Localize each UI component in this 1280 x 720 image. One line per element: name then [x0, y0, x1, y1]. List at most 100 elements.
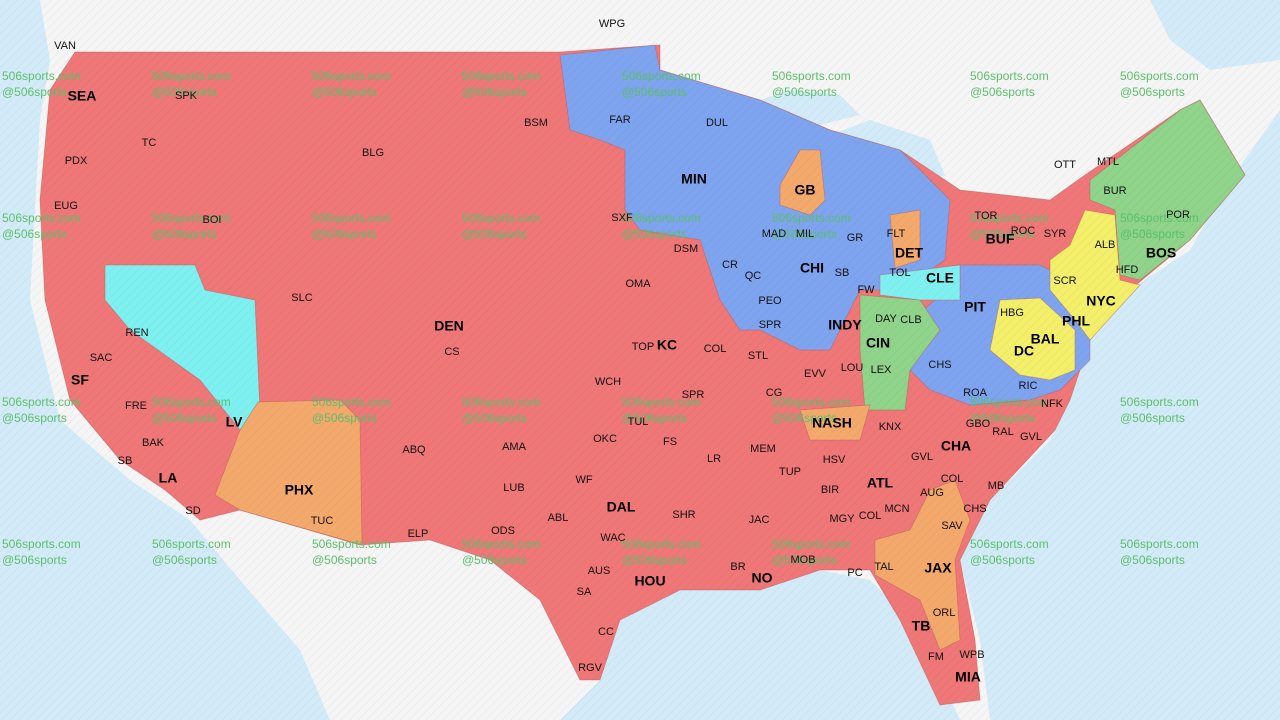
watermark-handle: @506sports	[622, 227, 687, 241]
market-label: DEN	[434, 318, 464, 334]
city-label: MEM	[750, 443, 776, 455]
watermark-handle: @506sports	[2, 411, 67, 425]
city-label: EUG	[54, 200, 78, 212]
watermark-handle: @506sports	[1120, 227, 1185, 241]
watermark-handle: @506sports	[772, 553, 837, 567]
watermark-site: 506sports.com	[1120, 395, 1199, 409]
city-label: FAR	[609, 114, 630, 126]
watermark-site: 506sports.com	[622, 69, 701, 83]
market-label: BUF	[986, 231, 1015, 247]
watermark-handle: @506sports	[312, 411, 377, 425]
city-label: CHS	[928, 359, 951, 371]
city-label: AUG	[920, 487, 944, 499]
watermark-site: 506sports.com	[970, 69, 1049, 83]
city-label: JAC	[749, 514, 770, 526]
market-label: MIA	[955, 669, 981, 685]
city-label: FRE	[125, 400, 147, 412]
city-label: SAV	[941, 520, 963, 532]
market-label: SF	[71, 372, 89, 388]
watermark-site: 506sports.com	[622, 211, 701, 225]
city-label: ODS	[491, 525, 515, 537]
watermark-handle: @506sports	[970, 85, 1035, 99]
city-label: NFK	[1041, 398, 1064, 410]
city-label: TUC	[311, 515, 334, 527]
city-label: WPB	[959, 649, 984, 661]
city-label: COL	[704, 343, 727, 355]
city-label: WAC	[600, 532, 625, 544]
market-label: TB	[912, 618, 931, 634]
market-label: CHA	[941, 438, 971, 454]
city-label: TOR	[974, 210, 997, 222]
city-label: OTT	[1054, 159, 1076, 171]
watermark-site: 506sports.com	[622, 537, 701, 551]
city-label: ABQ	[402, 444, 426, 456]
city-label: CG	[766, 387, 783, 399]
watermark-site: 506sports.com	[970, 211, 1049, 225]
watermark-handle: @506sports	[622, 411, 687, 425]
market-label: ATL	[867, 475, 894, 491]
city-label: STL	[748, 350, 768, 362]
city-label: SLC	[291, 292, 312, 304]
watermark-site: 506sports.com	[772, 69, 851, 83]
city-label: SA	[577, 586, 592, 598]
watermark-site: 506sports.com	[152, 69, 231, 83]
watermark-handle: @506sports	[152, 553, 217, 567]
market-label: NO	[752, 570, 773, 586]
watermark-site: 506sports.com	[1120, 69, 1199, 83]
market-label: SEA	[68, 88, 97, 104]
market-label: PIT	[964, 299, 986, 315]
city-label: SB	[118, 455, 133, 467]
city-label: DSM	[674, 243, 698, 255]
watermarks: 506sports.com @506sports 506sports.com @506…	[2, 69, 1199, 567]
market-label: PHL	[1062, 313, 1090, 329]
watermark-site: 506sports.com	[312, 69, 391, 83]
watermark-site: 506sports.com	[2, 69, 81, 83]
city-label: EVV	[804, 368, 827, 380]
watermark-handle: @506sports	[772, 85, 837, 99]
city-label: OKC	[593, 433, 617, 445]
labels: VAN WPG OTT MTL TOR SPK TC PDX EUG BOI BLG BSM FAR DU…	[54, 18, 1190, 685]
city-label: SCR	[1053, 275, 1076, 287]
watermark-site: 506sports.com	[2, 211, 81, 225]
market-label: INDY	[828, 317, 862, 333]
watermark-site: 506sports.com	[152, 537, 231, 551]
city-label: TOP	[632, 341, 654, 353]
city-label: MIL	[796, 228, 814, 240]
watermark-handle: @506sports	[312, 85, 377, 99]
market-label: DET	[895, 245, 923, 261]
city-label: ROA	[963, 387, 988, 399]
watermark-site: 506sports.com	[970, 395, 1049, 409]
market-label: NYC	[1086, 293, 1116, 309]
watermark-site: 506sports.com	[970, 537, 1049, 551]
watermark-site: 506sports.com	[622, 395, 701, 409]
city-label: BAK	[142, 437, 165, 449]
watermark-handle: @506sports	[462, 553, 527, 567]
city-label: KNX	[879, 421, 902, 433]
market-label: KC	[657, 337, 677, 353]
city-label: SHR	[672, 509, 695, 521]
city-label: COL	[859, 510, 882, 522]
city-label: VAN	[54, 40, 76, 52]
market-label: CIN	[866, 335, 890, 351]
market-label: CHI	[800, 260, 824, 276]
city-label: MTL	[1097, 156, 1119, 168]
city-label: SD	[185, 505, 200, 517]
city-label: ORL	[933, 607, 956, 619]
watermark-site: 506sports.com	[312, 211, 391, 225]
watermark-handle: @506sports	[152, 85, 217, 99]
city-label: REN	[125, 327, 148, 339]
city-label: SPR	[759, 319, 782, 331]
watermark-handle: @506sports	[312, 227, 377, 241]
watermark-handle: @506sports	[1120, 553, 1185, 567]
city-label: PC	[847, 567, 862, 579]
city-label: ELP	[408, 528, 429, 540]
city-label: GR	[847, 232, 864, 244]
city-label: FLT	[887, 228, 906, 240]
city-label: DUL	[706, 117, 728, 129]
city-label: BSM	[524, 117, 548, 129]
market-label: GB	[795, 182, 816, 198]
city-label: SYR	[1044, 228, 1067, 240]
city-label: POR	[1166, 209, 1190, 221]
watermark-site: 506sports.com	[312, 537, 391, 551]
watermark-site: 506sports.com	[2, 395, 81, 409]
